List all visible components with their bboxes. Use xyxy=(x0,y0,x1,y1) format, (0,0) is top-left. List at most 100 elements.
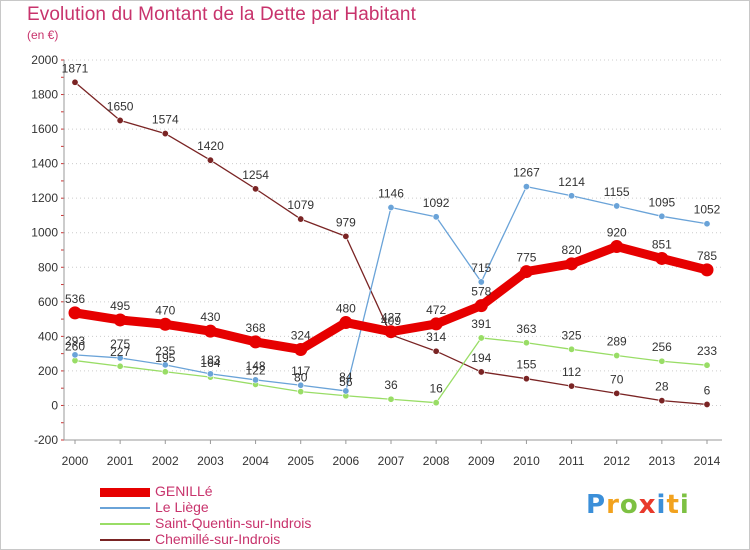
data-label: 1052 xyxy=(694,203,721,217)
data-label: 430 xyxy=(200,310,220,324)
x-tick-label: 2004 xyxy=(242,454,269,468)
data-point xyxy=(158,317,172,331)
data-point xyxy=(113,313,127,327)
chart-title: Evolution du Montant de la Dette par Hab… xyxy=(27,4,416,25)
y-tick-label: 600 xyxy=(38,295,58,309)
line-chart: -200 0 200 400 600 800 1000 1200 1400 1600 1800 200… xyxy=(31,53,722,468)
legend-label: Chemillé-sur-Indrois xyxy=(155,531,281,547)
data-label: 195 xyxy=(155,351,175,365)
data-label: 1871 xyxy=(62,61,89,75)
data-label: 84 xyxy=(339,370,353,384)
data-point xyxy=(71,351,79,359)
data-point xyxy=(519,265,533,279)
data-label: 194 xyxy=(471,351,491,365)
data-point xyxy=(161,361,169,369)
legend-label: Le Liège xyxy=(155,499,209,515)
data-label: 1420 xyxy=(197,139,224,153)
data-point xyxy=(610,240,624,254)
data-label: 36 xyxy=(384,378,398,392)
data-point xyxy=(297,388,305,396)
data-point xyxy=(703,220,711,228)
legend-swatch xyxy=(100,539,150,541)
x-tick-label: 2001 xyxy=(107,454,134,468)
x-tick-label: 2011 xyxy=(559,454,585,468)
x-tick-label: 2006 xyxy=(333,454,360,468)
data-label: 289 xyxy=(607,335,627,349)
data-label: 920 xyxy=(607,226,627,240)
legend-item: GENILLé xyxy=(100,483,420,500)
data-label: 183 xyxy=(200,353,220,367)
data-label: 28 xyxy=(655,380,669,394)
data-point xyxy=(522,339,530,347)
y-tick-label: 1000 xyxy=(31,226,58,240)
data-point xyxy=(658,397,666,405)
data-point xyxy=(206,156,214,164)
data-label: 148 xyxy=(246,359,266,373)
chart-subtitle: (en €) xyxy=(27,28,59,42)
data-label: 117 xyxy=(291,364,310,378)
data-label: 1267 xyxy=(513,166,540,180)
y-tick-label: -200 xyxy=(34,433,58,447)
data-point xyxy=(568,345,576,353)
data-point xyxy=(161,368,169,376)
legend-item: Le Liège xyxy=(100,499,420,516)
y-tick-label: 1600 xyxy=(31,122,58,136)
x-tick-label: 2007 xyxy=(378,454,405,468)
logo-letter: r xyxy=(606,490,620,520)
data-label: 495 xyxy=(110,299,130,313)
data-label: 1574 xyxy=(152,113,179,127)
x-tick-label: 2008 xyxy=(423,454,450,468)
data-point xyxy=(613,389,621,397)
x-tick-label: 2002 xyxy=(152,454,179,468)
data-point xyxy=(432,399,440,407)
data-label: 1214 xyxy=(558,175,585,189)
x-tick-label: 2014 xyxy=(694,454,721,468)
data-point xyxy=(568,192,576,200)
data-label: 470 xyxy=(155,303,175,317)
legend-swatch xyxy=(100,523,150,525)
y-tick-label: 0 xyxy=(51,398,58,412)
logo-letter: i xyxy=(656,490,667,520)
data-label: 6 xyxy=(704,383,711,397)
data-point xyxy=(568,382,576,390)
data-label: 363 xyxy=(516,322,536,336)
data-labels: 1871 1650 1574 1420 1254 1079 979 409 314 194 155 1… xyxy=(62,61,721,397)
data-point xyxy=(206,370,214,378)
x-tick-label: 2005 xyxy=(287,454,314,468)
logo-letter: P xyxy=(586,490,607,520)
data-label: 314 xyxy=(426,330,446,344)
data-point xyxy=(613,352,621,360)
data-point xyxy=(432,347,440,355)
data-point xyxy=(252,376,260,384)
legend-swatch xyxy=(100,507,150,509)
data-label: 715 xyxy=(471,261,491,275)
data-label: 164 xyxy=(200,356,220,370)
axes: -200 0 200 400 600 800 1000 1200 1400 1600 1800 200… xyxy=(31,53,722,468)
data-label: 235 xyxy=(155,344,175,358)
data-label: 293 xyxy=(65,334,85,348)
data-point xyxy=(68,306,82,320)
data-label: 1079 xyxy=(287,198,314,212)
data-label: 391 xyxy=(471,317,491,331)
y-tick-label: 1800 xyxy=(31,88,58,102)
logo-letter: t xyxy=(666,490,680,520)
data-label: 325 xyxy=(562,328,582,342)
data-label: 820 xyxy=(562,243,582,257)
data-point xyxy=(249,335,263,349)
proxiti-logo: Proxiti xyxy=(586,490,690,520)
data-point xyxy=(565,257,579,271)
data-point xyxy=(297,215,305,223)
data-point xyxy=(342,387,350,395)
y-tick-label: 400 xyxy=(38,329,58,343)
data-label: 122 xyxy=(246,363,266,377)
data-point xyxy=(700,263,714,277)
data-point xyxy=(703,400,711,408)
data-point xyxy=(116,354,124,362)
logo-letter: o xyxy=(619,490,639,520)
data-label: 1092 xyxy=(423,196,450,210)
data-label: 480 xyxy=(336,302,356,316)
data-label: 409 xyxy=(381,314,401,328)
y-tick-label: 2000 xyxy=(31,53,58,67)
data-point xyxy=(203,324,217,338)
data-label: 80 xyxy=(294,371,308,385)
